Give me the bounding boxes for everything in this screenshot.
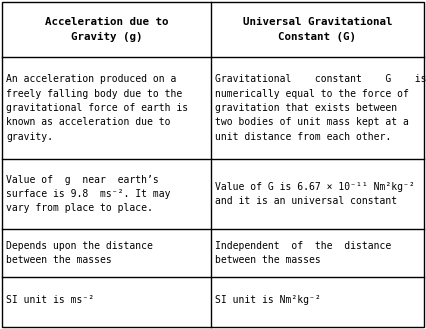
Text: Independent  of  the  distance
between the masses: Independent of the distance between the …: [215, 241, 391, 265]
Text: SI unit is ms⁻²: SI unit is ms⁻²: [6, 295, 94, 305]
Text: An acceleration produced on a
freely falling body due to the
gravitational force: An acceleration produced on a freely fal…: [6, 74, 188, 142]
Text: Value of  g  near  earth’s
surface is 9.8  ms⁻². It may
vary from place to place: Value of g near earth’s surface is 9.8 m…: [6, 175, 170, 214]
Text: Acceleration due to
Gravity (g): Acceleration due to Gravity (g): [45, 17, 168, 42]
Text: Gravitational    constant    G    is
numerically equal to the force of
gravitati: Gravitational constant G is numerically …: [215, 74, 426, 142]
Text: Value of G is 6.67 × 10⁻¹¹ Nm²kg⁻²
and it is an universal constant: Value of G is 6.67 × 10⁻¹¹ Nm²kg⁻² and i…: [215, 182, 415, 206]
Text: Universal Gravitational
Constant (G): Universal Gravitational Constant (G): [243, 17, 392, 42]
Text: SI unit is Nm²kg⁻²: SI unit is Nm²kg⁻²: [215, 295, 321, 305]
Text: Depends upon the distance
between the masses: Depends upon the distance between the ma…: [6, 241, 153, 265]
